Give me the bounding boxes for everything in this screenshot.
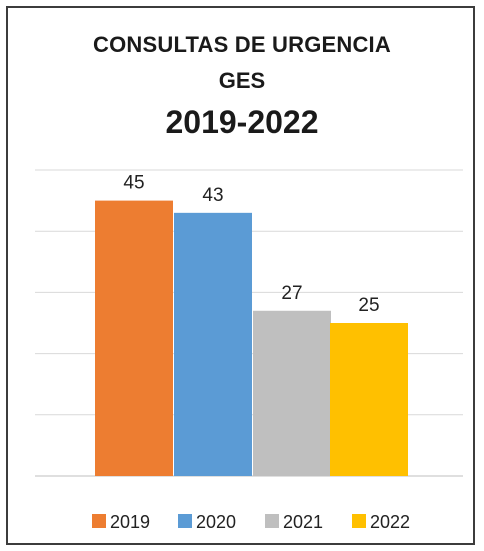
chart-title-line-3: 2019-2022 xyxy=(165,104,319,140)
legend: 2019 2020 2021 2022 xyxy=(92,512,410,532)
data-label-2021: 27 xyxy=(281,283,302,304)
chart-title-line-1: CONSULTAS DE URGENCIA xyxy=(93,32,391,57)
chart-title-line-2: GES xyxy=(218,68,266,93)
legend-label-2022: 2022 xyxy=(370,512,410,532)
data-label-2019: 45 xyxy=(123,173,144,194)
bars xyxy=(95,200,408,476)
legend-swatch-2021 xyxy=(265,514,279,528)
data-label-2022: 25 xyxy=(358,295,379,316)
legend-label-2021: 2021 xyxy=(283,512,323,532)
bar-2020 xyxy=(174,212,252,476)
legend-swatch-2022 xyxy=(352,514,366,528)
bar-2022 xyxy=(330,323,408,476)
bar-2021 xyxy=(253,310,331,476)
data-labels: 45 43 27 25 xyxy=(123,173,379,316)
legend-label-2020: 2020 xyxy=(196,512,236,532)
legend-swatch-2019 xyxy=(92,514,106,528)
data-label-2020: 43 xyxy=(202,185,223,206)
legend-label-2019: 2019 xyxy=(110,512,150,532)
bar-2019 xyxy=(95,200,173,476)
legend-swatch-2020 xyxy=(178,514,192,528)
